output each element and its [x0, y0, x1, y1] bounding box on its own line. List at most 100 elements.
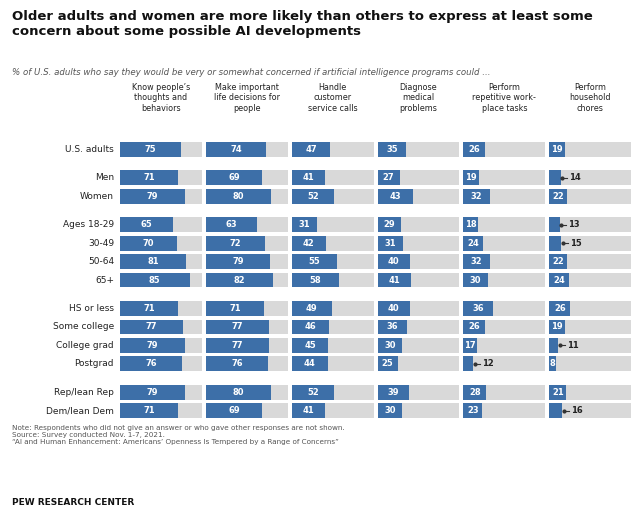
Text: 27: 27: [383, 173, 394, 182]
Bar: [206, 320, 269, 334]
Text: HS or less: HS or less: [69, 304, 114, 313]
Bar: [120, 338, 202, 353]
Bar: [120, 301, 202, 316]
Text: 79: 79: [147, 388, 158, 397]
Bar: [292, 142, 374, 156]
Text: 32: 32: [470, 192, 482, 201]
Bar: [120, 272, 189, 287]
Bar: [463, 272, 545, 287]
Text: 82: 82: [234, 276, 245, 285]
Text: 41: 41: [303, 173, 314, 182]
Text: 77: 77: [232, 341, 243, 350]
Bar: [378, 338, 460, 353]
Text: 13: 13: [568, 220, 580, 229]
Bar: [463, 189, 490, 203]
Bar: [120, 170, 178, 185]
Bar: [120, 236, 177, 251]
Bar: [292, 236, 374, 251]
Bar: [120, 236, 202, 251]
Bar: [378, 403, 460, 418]
Bar: [292, 357, 328, 371]
Bar: [206, 236, 287, 251]
Bar: [378, 320, 407, 334]
Text: 45: 45: [304, 341, 316, 350]
Text: 31: 31: [298, 220, 310, 229]
Bar: [292, 338, 328, 353]
Text: 22: 22: [552, 192, 564, 201]
Bar: [206, 338, 287, 353]
Bar: [120, 142, 202, 156]
Bar: [463, 254, 490, 269]
Bar: [206, 357, 287, 371]
Bar: [206, 320, 287, 334]
Bar: [120, 301, 178, 316]
Bar: [120, 272, 202, 287]
Text: 52: 52: [307, 192, 319, 201]
Bar: [292, 403, 325, 418]
Text: 79: 79: [147, 192, 158, 201]
Bar: [120, 142, 181, 156]
Text: Know people’s
thoughts and
behaviors: Know people’s thoughts and behaviors: [132, 83, 190, 113]
Text: 76: 76: [231, 359, 243, 368]
Bar: [206, 385, 271, 400]
Bar: [549, 403, 631, 418]
Text: College grad: College grad: [56, 341, 114, 350]
Text: 80: 80: [233, 388, 244, 397]
Bar: [120, 218, 202, 232]
Text: Postgrad: Postgrad: [74, 359, 114, 368]
Bar: [549, 357, 556, 371]
Text: 41: 41: [303, 406, 314, 415]
Text: 8: 8: [550, 359, 556, 368]
Bar: [549, 142, 564, 156]
Bar: [206, 272, 287, 287]
Text: 80: 80: [233, 192, 244, 201]
Text: 58: 58: [310, 276, 321, 285]
Bar: [378, 170, 399, 185]
Text: 18: 18: [465, 220, 477, 229]
Text: 52: 52: [307, 388, 319, 397]
Text: 40: 40: [388, 257, 399, 266]
Bar: [378, 385, 460, 400]
Bar: [463, 189, 545, 203]
Bar: [206, 272, 273, 287]
Bar: [206, 403, 262, 418]
Bar: [292, 301, 374, 316]
Bar: [120, 357, 202, 371]
Text: Make important
life decisions for
people: Make important life decisions for people: [214, 83, 280, 113]
Bar: [206, 189, 271, 203]
Text: 72: 72: [230, 238, 241, 248]
Bar: [463, 357, 545, 371]
Bar: [378, 189, 413, 203]
Bar: [378, 272, 460, 287]
Text: 69: 69: [228, 406, 240, 415]
Bar: [549, 236, 561, 251]
Text: Some college: Some college: [52, 323, 114, 332]
Text: 81: 81: [147, 257, 159, 266]
Text: 11: 11: [566, 341, 579, 350]
Bar: [206, 170, 287, 185]
Text: 77: 77: [232, 323, 243, 332]
Bar: [549, 272, 631, 287]
Text: 46: 46: [305, 323, 316, 332]
Text: Perform
repetitive work-
place tasks: Perform repetitive work- place tasks: [472, 83, 536, 113]
Bar: [292, 272, 339, 287]
Text: 63: 63: [226, 220, 237, 229]
Bar: [463, 403, 545, 418]
Bar: [549, 236, 631, 251]
Bar: [549, 189, 567, 203]
Text: 23: 23: [467, 406, 479, 415]
Bar: [206, 301, 287, 316]
Bar: [463, 218, 545, 232]
Bar: [292, 385, 374, 400]
Text: Dem/lean Dem: Dem/lean Dem: [46, 406, 114, 415]
Bar: [549, 385, 631, 400]
Bar: [463, 403, 482, 418]
Bar: [206, 236, 265, 251]
Bar: [549, 403, 563, 418]
Text: 50-64: 50-64: [88, 257, 114, 266]
Bar: [292, 254, 337, 269]
Text: 24: 24: [553, 276, 565, 285]
Text: U.S. adults: U.S. adults: [65, 145, 114, 154]
Text: 77: 77: [146, 323, 157, 332]
Bar: [120, 254, 202, 269]
